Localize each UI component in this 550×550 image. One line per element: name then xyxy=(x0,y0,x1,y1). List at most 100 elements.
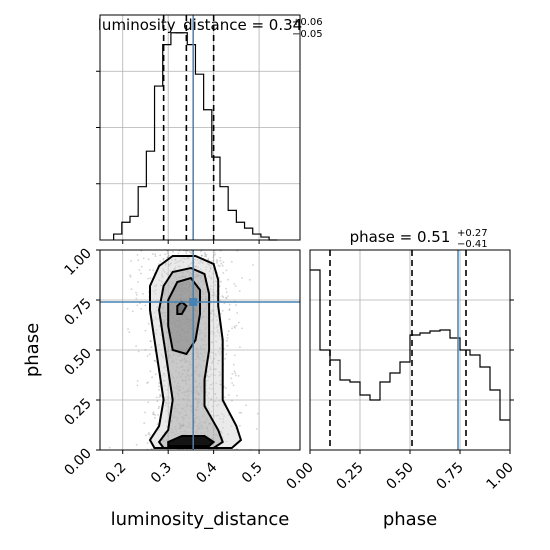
scatter-point xyxy=(159,260,162,263)
scatter-point xyxy=(231,327,234,330)
scatter-point xyxy=(136,380,139,382)
scatter-point xyxy=(147,322,150,325)
scatter-point xyxy=(108,446,111,449)
scatter-point xyxy=(151,413,154,415)
scatter-point xyxy=(157,414,160,416)
scatter-point xyxy=(147,381,150,384)
x-axis-label: phase xyxy=(383,509,437,530)
scatter-point xyxy=(167,254,170,257)
scatter-point xyxy=(225,353,228,355)
scatter-point xyxy=(219,265,221,267)
scatter-point xyxy=(137,350,140,353)
scatter-point xyxy=(148,269,151,271)
scatter-point xyxy=(212,260,215,262)
scatter-point xyxy=(148,432,150,434)
scatter-point xyxy=(147,277,150,280)
title-main: luminosity_distance = 0.34 xyxy=(98,16,302,35)
scatter-point xyxy=(231,382,234,384)
scatter-point xyxy=(164,253,167,256)
scatter-point xyxy=(136,254,139,256)
scatter-point xyxy=(231,399,233,402)
scatter-point xyxy=(135,443,138,446)
y-tick-label: 0.00 xyxy=(61,446,94,479)
scatter-point xyxy=(152,413,155,416)
title-subscript: −0.05 xyxy=(292,29,323,40)
y-tick-label: 0.50 xyxy=(61,346,94,379)
scatter-point xyxy=(225,291,228,294)
x-tick-label: 0.5 xyxy=(239,460,266,487)
scatter-point xyxy=(142,293,144,295)
scatter-point xyxy=(144,329,147,332)
scatter-point xyxy=(146,355,149,357)
histogram-bars xyxy=(113,32,278,241)
scatter-point xyxy=(158,385,160,388)
x-tick-marks xyxy=(122,240,260,244)
scatter-point xyxy=(185,250,187,253)
scatter-point xyxy=(135,345,138,348)
scatter-point xyxy=(230,377,233,380)
y-tick-label: 1.00 xyxy=(61,246,94,279)
scatter-point xyxy=(226,334,229,336)
truth-crosshair xyxy=(100,250,300,450)
scatter-point xyxy=(221,264,224,267)
scatter-point xyxy=(135,291,138,294)
scatter-point xyxy=(188,251,191,253)
scatter-point xyxy=(159,394,162,396)
scatter-point xyxy=(228,308,231,311)
scatter-point xyxy=(190,252,193,255)
scatter-point xyxy=(140,265,143,268)
y-tick-label: 0.25 xyxy=(61,396,94,429)
scatter-point xyxy=(148,434,151,436)
scatter-point xyxy=(234,326,237,329)
scatter-point xyxy=(207,257,210,260)
scatter-point xyxy=(130,288,133,290)
scatter-point xyxy=(150,346,153,348)
scatter-point xyxy=(162,258,165,261)
contour-line xyxy=(157,266,224,449)
title-main: phase = 0.51 xyxy=(350,228,451,246)
luminosity-distance-histogram-panel: luminosity_distance = 0.34 +0.06 −0.05 xyxy=(96,14,323,244)
scatter-point xyxy=(240,411,243,414)
scatter-point xyxy=(199,250,202,253)
scatter-point xyxy=(215,261,218,264)
scatter-point xyxy=(162,257,165,260)
x-tick-label: 0.3 xyxy=(148,460,175,487)
scatter-point xyxy=(152,411,155,414)
scatter-point xyxy=(216,260,219,263)
scatter-point xyxy=(222,296,225,299)
scatter-point xyxy=(214,253,217,256)
scatter-point xyxy=(245,404,248,407)
scatter-point xyxy=(235,304,238,306)
scatter-point xyxy=(237,375,240,377)
scatter-point xyxy=(154,359,157,362)
scatter-point xyxy=(154,416,156,419)
scatter-point xyxy=(256,412,259,415)
scatter-point xyxy=(226,339,228,342)
scatter-point xyxy=(136,304,139,307)
phase-histogram-panel: 0.00 0.25 0.50 0.75 1.00 phase = 0.51 +0.27 … xyxy=(283,228,516,530)
scatter-point xyxy=(248,278,251,281)
scatter-point xyxy=(204,253,207,256)
scatter-point xyxy=(143,422,146,425)
scatter-point xyxy=(149,277,152,279)
contour-line xyxy=(167,276,201,356)
scatter-point xyxy=(166,256,169,259)
scatter-point xyxy=(144,434,147,437)
scatter-point xyxy=(186,250,189,252)
scatter-point xyxy=(144,349,147,351)
scatter-point xyxy=(234,372,237,375)
y-tick-marks xyxy=(96,70,100,185)
scatter-point xyxy=(221,309,224,312)
scatter-point xyxy=(160,395,162,398)
scatter-point xyxy=(151,253,154,256)
scatter-point xyxy=(155,396,158,399)
scatter-point xyxy=(166,250,169,252)
contour-lines xyxy=(148,255,243,449)
density-band xyxy=(168,278,200,354)
scatter-point xyxy=(239,346,241,348)
scatter-point xyxy=(226,344,229,347)
y-tick-labels: 0.00 0.25 0.50 0.75 1.00 xyxy=(61,246,100,479)
scatter-point xyxy=(228,309,231,311)
scatter-point xyxy=(149,370,152,373)
x-axis-label: luminosity_distance xyxy=(111,509,290,530)
